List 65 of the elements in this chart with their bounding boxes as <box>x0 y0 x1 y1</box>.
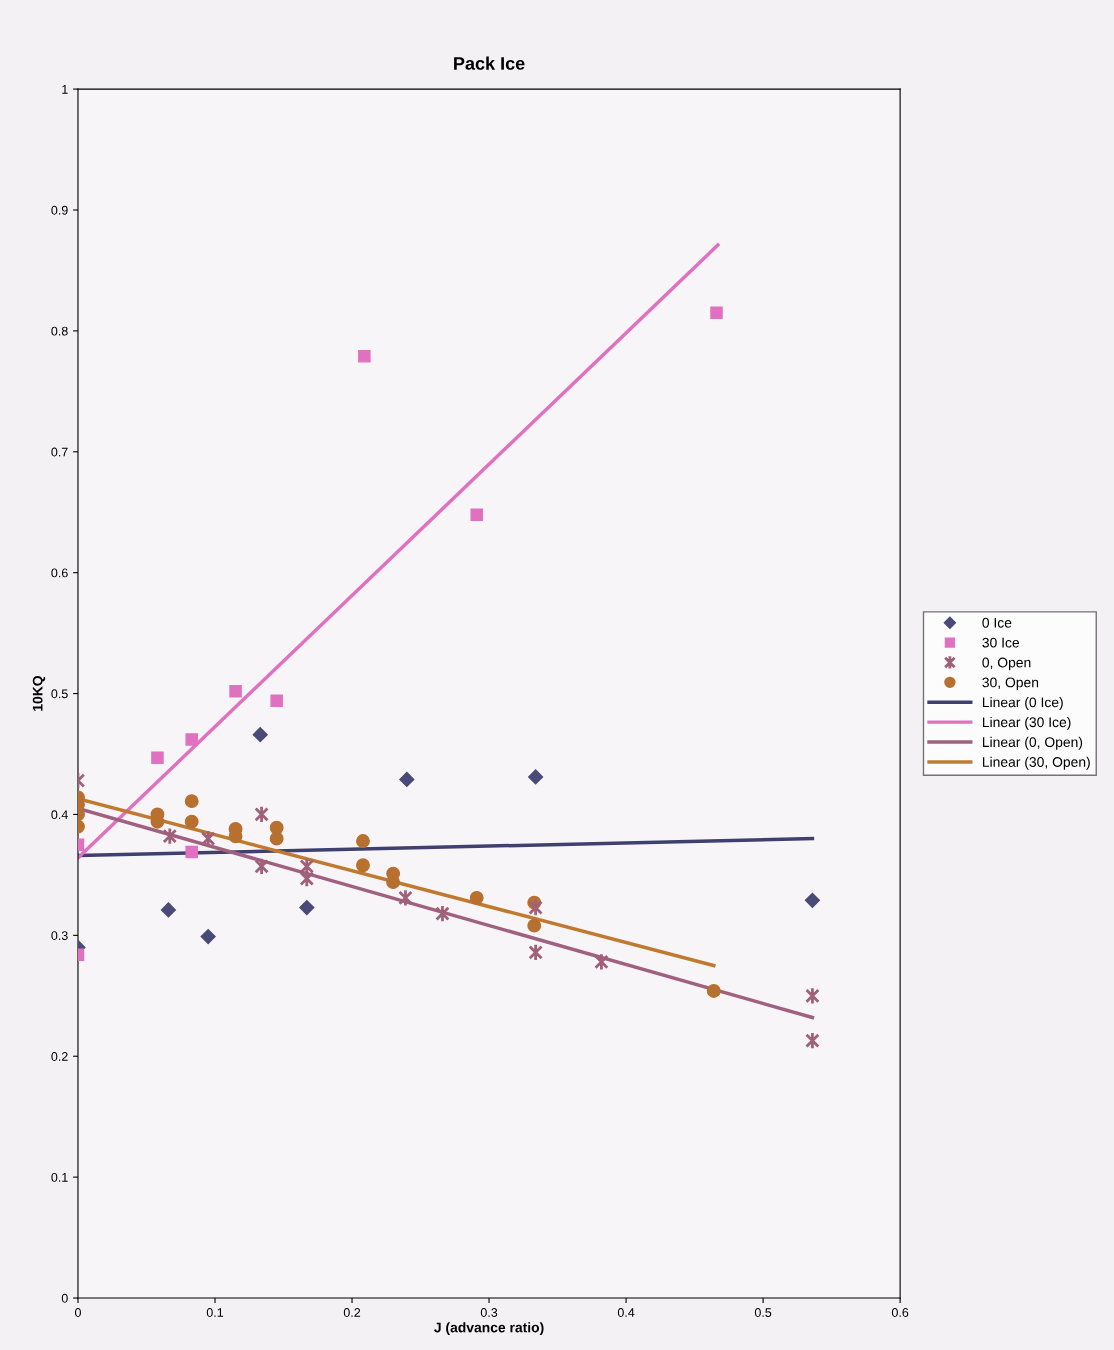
point <box>299 899 315 916</box>
legend-label: 30, Open <box>982 677 1039 691</box>
point <box>184 814 199 829</box>
legend-label: Linear (0 Ice) <box>982 697 1063 710</box>
legend-label: 0 Ice <box>982 617 1012 628</box>
y-tick-label: 1 <box>62 85 68 94</box>
point <box>200 928 216 945</box>
x-axis-title: J (advance ratio) <box>434 1322 544 1336</box>
chart-title: Pack Ice <box>454 56 525 70</box>
point <box>804 892 820 908</box>
point <box>184 794 199 809</box>
point <box>185 733 198 746</box>
point <box>710 306 723 320</box>
x-tick-label: 0.4 <box>617 1308 635 1317</box>
y-tick-label: 0.3 <box>51 931 68 940</box>
point <box>252 727 268 743</box>
point <box>399 771 415 787</box>
point <box>151 751 164 764</box>
point <box>358 350 371 363</box>
point <box>435 904 450 923</box>
point <box>254 805 269 824</box>
y-tick-label: 0.5 <box>51 689 68 699</box>
point <box>356 834 370 848</box>
point <box>805 1031 820 1050</box>
legend-label: 30 Ice <box>982 637 1020 648</box>
x-tick-label: 0 <box>74 1308 81 1317</box>
point <box>185 845 198 859</box>
x-tick-label: 0.3 <box>480 1308 498 1317</box>
point <box>386 875 401 890</box>
point <box>254 857 269 876</box>
point <box>528 769 544 785</box>
point <box>706 984 721 998</box>
y-tick-label: 0.9 <box>51 205 68 215</box>
point <box>160 902 176 918</box>
y-tick-label: 0.6 <box>51 568 68 578</box>
point <box>469 890 484 905</box>
y-axis-title: 10KQ <box>32 676 46 711</box>
point <box>470 508 483 521</box>
point <box>162 827 178 846</box>
point <box>269 831 284 846</box>
y-tick-label: 0 <box>61 1293 68 1303</box>
legend-label: Linear (0, Open) <box>982 736 1083 750</box>
point <box>528 898 543 917</box>
point <box>398 888 413 907</box>
point <box>229 684 242 698</box>
x-tick-label: 0.5 <box>754 1308 772 1317</box>
point <box>528 943 543 962</box>
legend-label: Linear (30, Open) <box>982 756 1090 770</box>
point <box>270 694 283 708</box>
point <box>356 858 370 873</box>
x-tick-label: 0.6 <box>891 1308 909 1317</box>
x-tick-label: 0.1 <box>206 1308 224 1317</box>
x-tick-label: 0.2 <box>343 1308 361 1317</box>
point <box>299 869 315 888</box>
legend-label: Linear (30 Ice) <box>982 716 1071 730</box>
y-tick-label: 0.2 <box>51 1052 68 1061</box>
legend-label: 0, Open <box>982 657 1031 671</box>
point <box>805 986 820 1005</box>
y-tick-label: 0.7 <box>51 447 68 457</box>
y-tick-label: 0.4 <box>51 810 68 820</box>
point <box>594 952 609 971</box>
y-tick-label: 0.8 <box>51 326 68 336</box>
point <box>527 918 542 933</box>
point <box>200 829 216 848</box>
y-tick-label: 0.1 <box>51 1172 68 1182</box>
